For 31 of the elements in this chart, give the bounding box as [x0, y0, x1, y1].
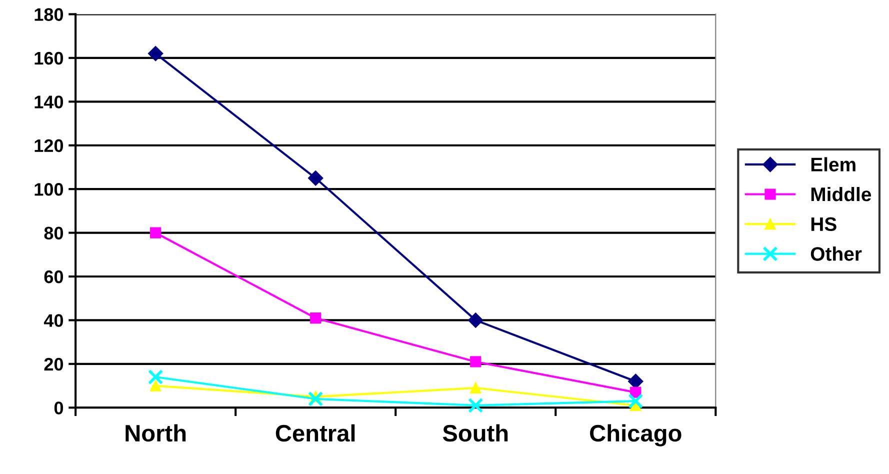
point — [628, 393, 644, 409]
x-tick-label: Chicago — [590, 424, 682, 446]
point — [148, 46, 164, 62]
point — [468, 398, 484, 414]
legend-label: Middle — [811, 186, 872, 202]
point — [308, 170, 324, 186]
legend-label: Elem — [811, 157, 856, 172]
y-tick-label: 140 — [34, 96, 64, 108]
point — [150, 227, 162, 238]
y-tick-label: 60 — [44, 270, 64, 284]
point — [470, 382, 482, 394]
y-tick-label: 80 — [44, 226, 64, 240]
y-tick-label: 40 — [44, 314, 64, 327]
legend-label: Other — [810, 246, 862, 261]
y-tick-label: 180 — [34, 8, 64, 21]
legend-label: HS — [811, 217, 836, 232]
point — [310, 312, 322, 324]
point — [468, 312, 484, 328]
point — [308, 391, 324, 407]
point — [148, 369, 164, 385]
y-tick-label: 100 — [34, 183, 64, 196]
y-tick-label: 0 — [54, 402, 64, 414]
y-tick-label: 20 — [44, 358, 64, 371]
y-tick-label: 120 — [34, 139, 64, 152]
point — [470, 356, 482, 368]
point — [628, 374, 644, 389]
x-tick-label: Central — [276, 424, 355, 442]
y-tick-label: 160 — [34, 52, 64, 65]
point — [150, 380, 162, 392]
x-tick-label: North — [126, 424, 186, 442]
x-tick-label: South — [442, 424, 508, 442]
